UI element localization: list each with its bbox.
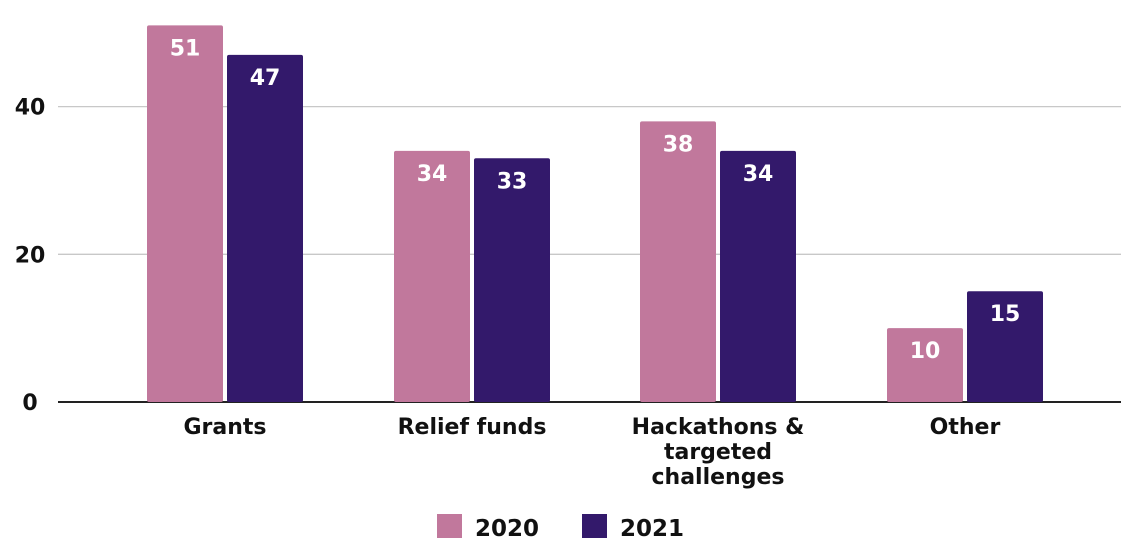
bar-2021-0 [227, 54, 303, 403]
labels-layer: 0 20 40 51 47 34 33 38 34 10 15 Grants Relief funds H… [15, 36, 1021, 490]
data-label: 51 [170, 36, 201, 61]
bar-2020-0 [147, 25, 223, 403]
legend-label: 2020 [475, 516, 539, 539]
x-tick-label: Hackathons & targeted challenges [632, 415, 805, 490]
legend: 2020 2021 [437, 514, 684, 539]
data-label: 15 [990, 302, 1021, 327]
bar-2020-2 [640, 121, 716, 402]
legend-swatch-2020 [437, 514, 462, 538]
data-label: 10 [910, 339, 941, 364]
y-tick-label: 20 [15, 243, 46, 268]
legend-swatch-2021 [582, 514, 607, 538]
x-tick-label: Relief funds [398, 415, 547, 440]
data-label: 38 [663, 132, 694, 157]
legend-label: 2021 [620, 516, 684, 539]
bar-2021-1 [474, 158, 550, 402]
x-tick-label: Other [930, 415, 1001, 440]
data-label: 47 [250, 66, 281, 91]
data-label: 33 [497, 169, 528, 194]
bar-2021-2 [720, 150, 796, 402]
bars-layer [147, 25, 1043, 403]
bar-2020-1 [394, 150, 470, 402]
y-tick-label: 0 [22, 391, 37, 416]
bar-2021-3 [967, 291, 1043, 402]
y-tick-label: 40 [15, 96, 46, 121]
x-tick-label: Grants [183, 415, 266, 440]
data-label: 34 [417, 162, 448, 187]
bar-2020-3 [887, 328, 963, 402]
data-label: 34 [743, 162, 774, 187]
